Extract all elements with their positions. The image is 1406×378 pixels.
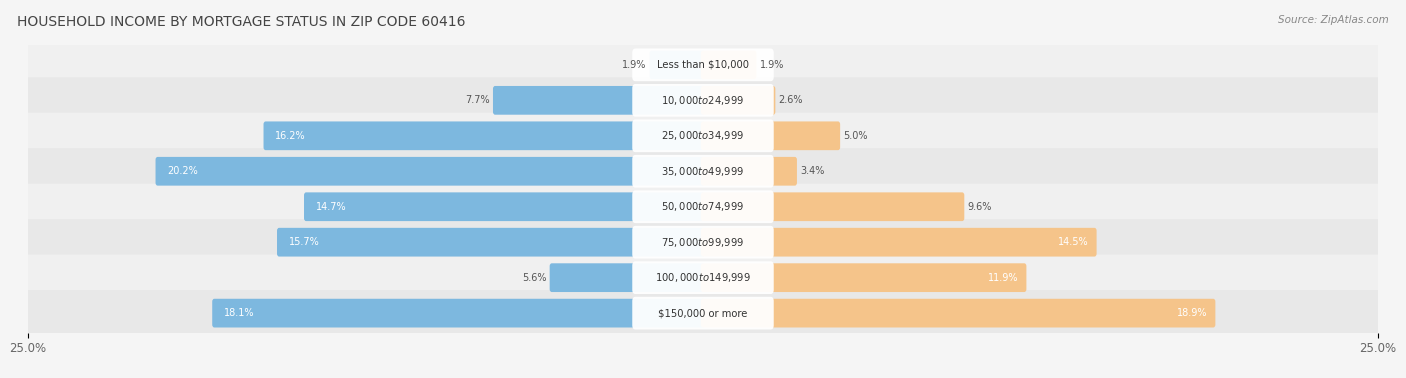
FancyBboxPatch shape [700,192,965,221]
Text: 11.9%: 11.9% [988,273,1019,283]
FancyBboxPatch shape [15,219,1391,265]
Text: 7.7%: 7.7% [465,95,489,105]
FancyBboxPatch shape [15,184,1391,230]
FancyBboxPatch shape [15,113,1391,159]
Text: 18.1%: 18.1% [224,308,254,318]
Text: $35,000 to $49,999: $35,000 to $49,999 [661,165,745,178]
Text: 9.6%: 9.6% [967,202,991,212]
FancyBboxPatch shape [700,121,841,150]
Text: Less than $10,000: Less than $10,000 [657,60,749,70]
FancyBboxPatch shape [304,192,706,221]
FancyBboxPatch shape [15,148,1391,194]
FancyBboxPatch shape [700,157,797,186]
FancyBboxPatch shape [633,119,773,152]
FancyBboxPatch shape [633,84,773,117]
Text: 1.9%: 1.9% [759,60,785,70]
FancyBboxPatch shape [650,51,706,79]
FancyBboxPatch shape [633,226,773,259]
FancyBboxPatch shape [550,263,706,292]
Text: 5.0%: 5.0% [844,131,868,141]
Text: $100,000 to $149,999: $100,000 to $149,999 [655,271,751,284]
FancyBboxPatch shape [633,155,773,187]
Text: 2.6%: 2.6% [779,95,803,105]
Text: $50,000 to $74,999: $50,000 to $74,999 [661,200,745,213]
FancyBboxPatch shape [263,121,706,150]
FancyBboxPatch shape [700,228,1097,257]
Text: $25,000 to $34,999: $25,000 to $34,999 [661,129,745,142]
FancyBboxPatch shape [633,48,773,81]
Text: $10,000 to $24,999: $10,000 to $24,999 [661,94,745,107]
Text: 16.2%: 16.2% [276,131,305,141]
Text: 5.6%: 5.6% [522,273,547,283]
FancyBboxPatch shape [15,255,1391,301]
FancyBboxPatch shape [633,297,773,330]
FancyBboxPatch shape [15,42,1391,88]
FancyBboxPatch shape [700,51,756,79]
Text: HOUSEHOLD INCOME BY MORTGAGE STATUS IN ZIP CODE 60416: HOUSEHOLD INCOME BY MORTGAGE STATUS IN Z… [17,15,465,29]
FancyBboxPatch shape [15,77,1391,123]
Text: 3.4%: 3.4% [800,166,824,176]
FancyBboxPatch shape [633,261,773,294]
Text: $75,000 to $99,999: $75,000 to $99,999 [661,236,745,249]
FancyBboxPatch shape [156,157,706,186]
Text: 1.9%: 1.9% [621,60,647,70]
Text: 15.7%: 15.7% [288,237,319,247]
FancyBboxPatch shape [212,299,706,327]
Text: 18.9%: 18.9% [1177,308,1208,318]
Text: 14.5%: 14.5% [1059,237,1090,247]
FancyBboxPatch shape [633,191,773,223]
Text: 14.7%: 14.7% [315,202,346,212]
FancyBboxPatch shape [700,299,1215,327]
FancyBboxPatch shape [700,86,775,115]
FancyBboxPatch shape [277,228,706,257]
Text: 20.2%: 20.2% [167,166,198,176]
Text: Source: ZipAtlas.com: Source: ZipAtlas.com [1278,15,1389,25]
FancyBboxPatch shape [15,290,1391,336]
FancyBboxPatch shape [700,263,1026,292]
Text: $150,000 or more: $150,000 or more [658,308,748,318]
FancyBboxPatch shape [494,86,706,115]
